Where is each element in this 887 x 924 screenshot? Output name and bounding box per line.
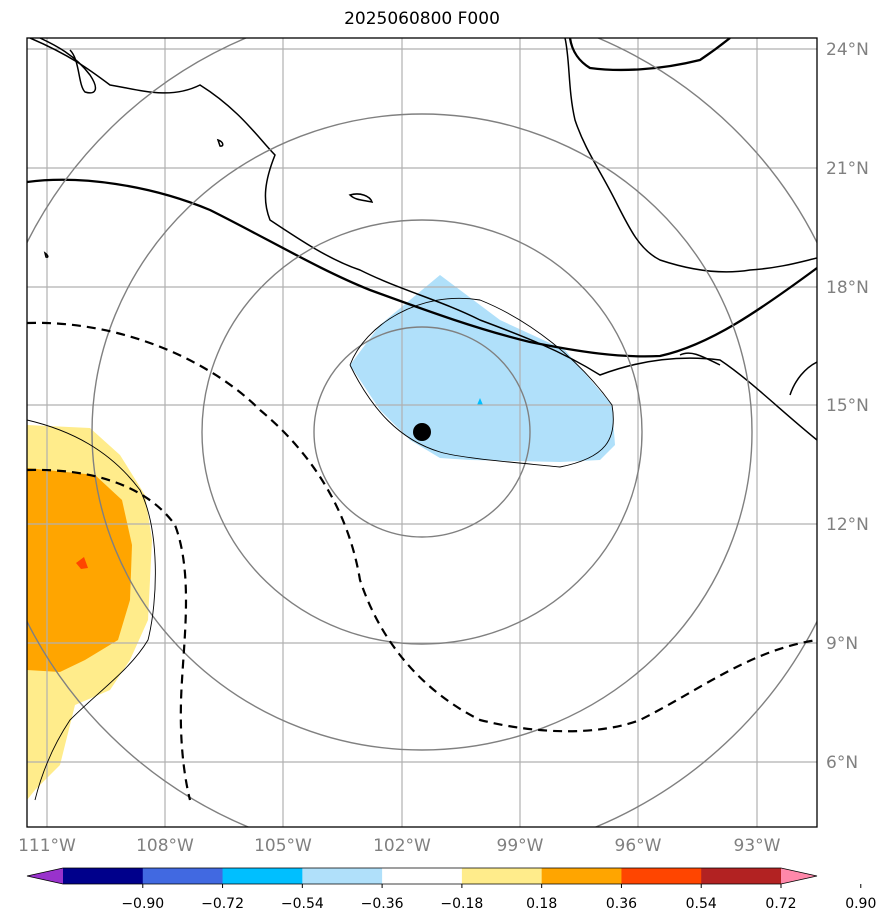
map-frame [26,37,818,828]
colorbar-segment [541,868,622,884]
colorbar-segment [142,868,224,884]
anomaly-contours [27,297,614,801]
colorbar-segment [382,868,463,884]
lat-label-18n: 18°N [826,278,869,298]
map-plot-area [27,38,817,827]
range-rings [27,38,817,827]
colorbar-outline [26,867,818,885]
lon-label-105w: 105°W [254,836,312,856]
country-borders [27,38,817,358]
colorbar-extend-low [27,868,63,884]
colorbar-tick-label: 0.72 [765,896,796,912]
colorbar-tick-label: 0.36 [606,896,637,912]
colorbar-tick-label: −0.18 [440,896,483,912]
lon-label-111w: 111°W [18,836,76,856]
colorbar-tick-label: −0.72 [201,896,244,912]
colorbar-segment [461,868,543,884]
colorbar-extend-high [781,868,817,884]
colorbar-tick-label: 0.54 [686,896,717,912]
coastlines [29,38,817,441]
lon-tick-labels: 111°W 108°W 105°W 102°W 99°W 96°W 93°W [18,836,781,856]
colorbar-tick-label: −0.54 [281,896,324,912]
lat-label-9n: 9°N [826,634,858,654]
lat-tick-labels: 24°N 21°N 18°N 15°N 12°N 9°N 6°N [826,40,869,773]
colorbar-tick-label: 0.90 [845,896,876,912]
lat-label-6n: 6°N [826,753,858,773]
map-title: 2025060800 F000 [344,9,500,29]
lat-label-15n: 15°N [826,396,869,416]
positive-anomaly-orange-fill [27,468,132,672]
lon-label-93w: 93°W [734,836,781,856]
lat-label-12n: 12°N [826,515,869,535]
colorbar-tick-labels: −0.90 −0.72 −0.54 −0.36 −0.18 0.18 0.36 0.54 0.7… [121,884,876,912]
colorbar-segment [302,868,383,884]
lat-label-21n: 21°N [826,159,869,179]
lon-label-102w: 102°W [373,836,431,856]
colorbar-segment [701,868,782,884]
colorbar-segment [222,868,303,884]
lon-label-96w: 96°W [615,836,662,856]
lon-label-108w: 108°W [136,836,194,856]
colorbar-tick-label: −0.36 [361,896,404,912]
lon-label-99w: 99°W [497,836,544,856]
colorbar-tick-label: −0.90 [121,896,164,912]
colorbar-segment [621,868,702,884]
gridlines [27,38,817,827]
negative-anomaly-fill [350,275,615,462]
colorbar-segment [63,868,144,884]
dashed-contours [27,321,817,801]
positive-anomaly-red-spot [76,557,88,569]
colorbar-tick-label: 0.18 [526,896,557,912]
negative-anomaly-small-spot [477,398,483,405]
lat-label-24n: 24°N [826,40,869,60]
storm-center-marker [413,423,431,441]
colorbar: −0.90 −0.72 −0.54 −0.36 −0.18 0.18 0.36 0.54 0.7… [26,867,876,912]
colorbar-segments [27,868,817,884]
